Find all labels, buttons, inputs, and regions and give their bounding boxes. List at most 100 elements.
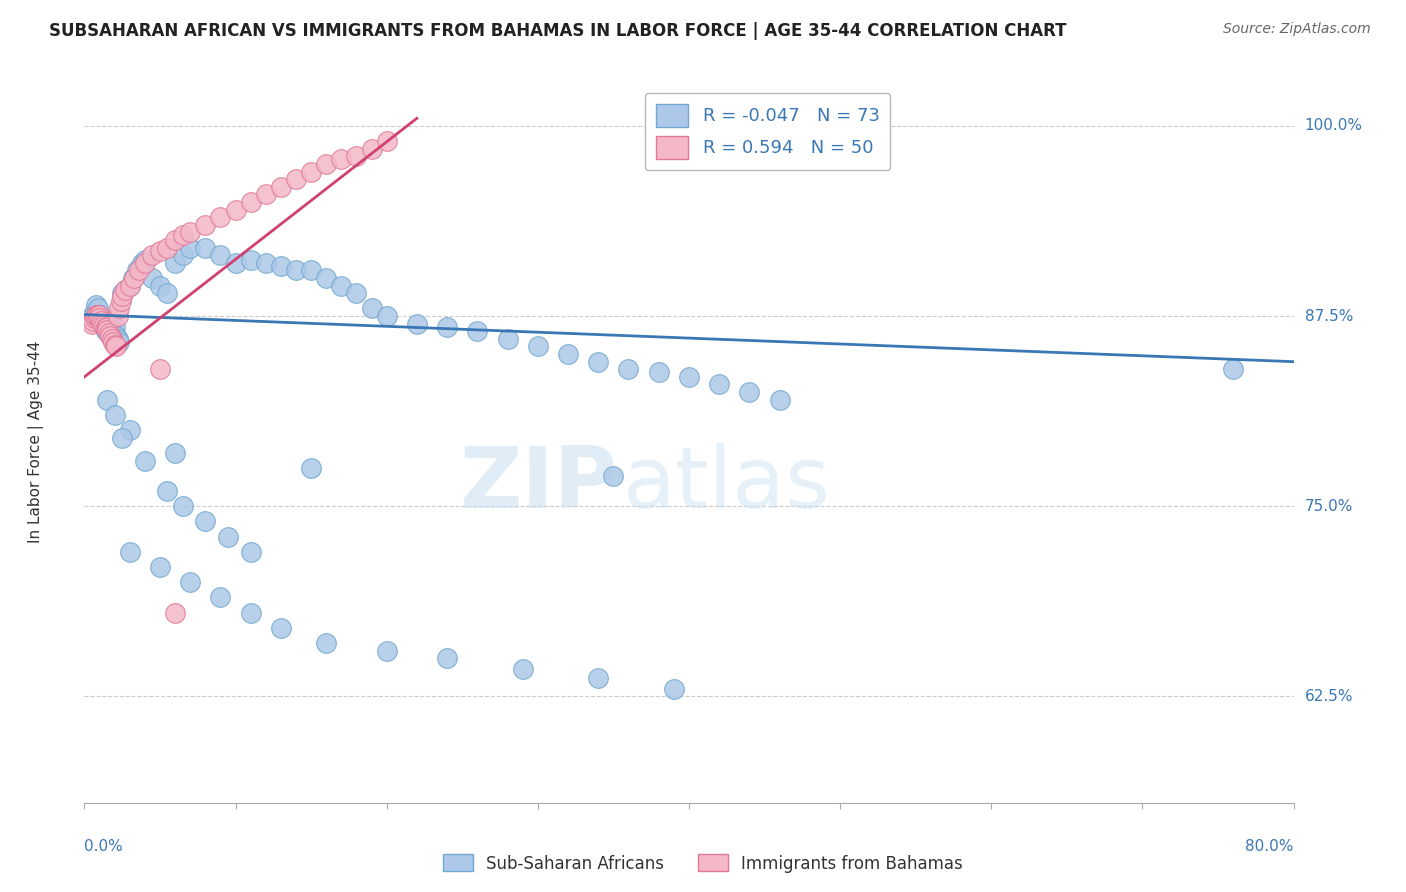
Point	[86, 309, 108, 323]
Point	[104, 408, 127, 422]
Point	[90, 317, 112, 331]
Point	[149, 244, 172, 258]
Point	[172, 499, 194, 513]
Point	[105, 339, 128, 353]
Point	[105, 328, 128, 343]
Point	[104, 338, 127, 352]
Text: 62.5%: 62.5%	[1305, 689, 1353, 704]
Point	[285, 172, 308, 186]
Point	[96, 323, 118, 337]
Point	[87, 301, 110, 316]
Point	[108, 301, 131, 316]
Point	[165, 446, 187, 460]
Point	[678, 370, 700, 384]
Point	[299, 164, 322, 178]
Point	[648, 365, 671, 379]
Point	[118, 278, 141, 293]
Point	[315, 271, 337, 285]
Text: 80.0%: 80.0%	[1246, 838, 1294, 854]
Point	[89, 310, 111, 325]
Text: 0.0%: 0.0%	[84, 838, 124, 854]
Point	[93, 318, 115, 333]
Point	[662, 681, 685, 696]
Text: 87.5%: 87.5%	[1305, 309, 1353, 324]
Point	[80, 309, 103, 323]
Point	[84, 304, 107, 318]
Point	[91, 317, 114, 331]
Point	[330, 153, 353, 167]
Point	[315, 157, 337, 171]
Point	[738, 385, 761, 400]
Point	[270, 621, 292, 635]
Point	[239, 252, 262, 267]
Point	[360, 301, 382, 316]
Point	[107, 332, 129, 346]
Point	[346, 149, 368, 163]
Point	[299, 263, 322, 277]
Point	[179, 226, 201, 240]
Point	[100, 317, 122, 331]
Point	[149, 560, 172, 574]
Point	[557, 347, 579, 361]
Point	[172, 228, 194, 243]
Point	[588, 671, 610, 685]
Point	[375, 309, 398, 323]
Text: Source: ZipAtlas.com: Source: ZipAtlas.com	[1223, 22, 1371, 37]
Point	[122, 271, 145, 285]
Point	[96, 392, 118, 407]
Point	[375, 643, 398, 657]
Text: SUBSAHARAN AFRICAN VS IMMIGRANTS FROM BAHAMAS IN LABOR FORCE | AGE 35-44 CORRELA: SUBSAHARAN AFRICAN VS IMMIGRANTS FROM BA…	[49, 22, 1067, 40]
Point	[467, 324, 489, 338]
Point	[225, 202, 247, 217]
Text: In Labor Force | Age 35-44: In Labor Force | Age 35-44	[28, 341, 44, 542]
Point	[127, 263, 149, 277]
Point	[225, 256, 247, 270]
Point	[617, 362, 640, 376]
Point	[96, 319, 118, 334]
Point	[101, 334, 124, 349]
Text: 75.0%: 75.0%	[1305, 499, 1353, 514]
Point	[89, 308, 111, 322]
Point	[217, 530, 239, 544]
Point	[239, 545, 262, 559]
Point	[360, 142, 382, 156]
Point	[94, 324, 117, 338]
Point	[254, 256, 277, 270]
Point	[330, 278, 353, 293]
Point	[141, 271, 163, 285]
Point	[90, 313, 112, 327]
Point	[194, 515, 217, 529]
Point	[89, 310, 111, 325]
Point	[108, 334, 131, 349]
Text: ZIP: ZIP	[458, 443, 616, 526]
Point	[118, 545, 141, 559]
Point	[114, 283, 136, 297]
Point	[111, 431, 134, 445]
Point	[346, 286, 368, 301]
Point	[165, 256, 187, 270]
Point	[769, 392, 792, 407]
Point	[94, 319, 117, 334]
Text: 100.0%: 100.0%	[1305, 119, 1362, 134]
Point	[156, 241, 179, 255]
Point	[1222, 362, 1244, 376]
Point	[89, 308, 111, 322]
Point	[602, 468, 624, 483]
Point	[141, 248, 163, 262]
Point	[107, 309, 129, 323]
Point	[111, 289, 134, 303]
Point	[128, 263, 150, 277]
Point	[114, 283, 136, 297]
Point	[104, 319, 127, 334]
Point	[156, 483, 179, 498]
Point	[709, 377, 731, 392]
Point	[121, 271, 143, 285]
Text: atlas: atlas	[623, 443, 831, 526]
Point	[91, 313, 114, 327]
Point	[93, 319, 115, 334]
Point	[156, 286, 179, 301]
Point	[80, 317, 103, 331]
Point	[134, 252, 156, 267]
Point	[315, 636, 337, 650]
Point	[87, 309, 110, 323]
